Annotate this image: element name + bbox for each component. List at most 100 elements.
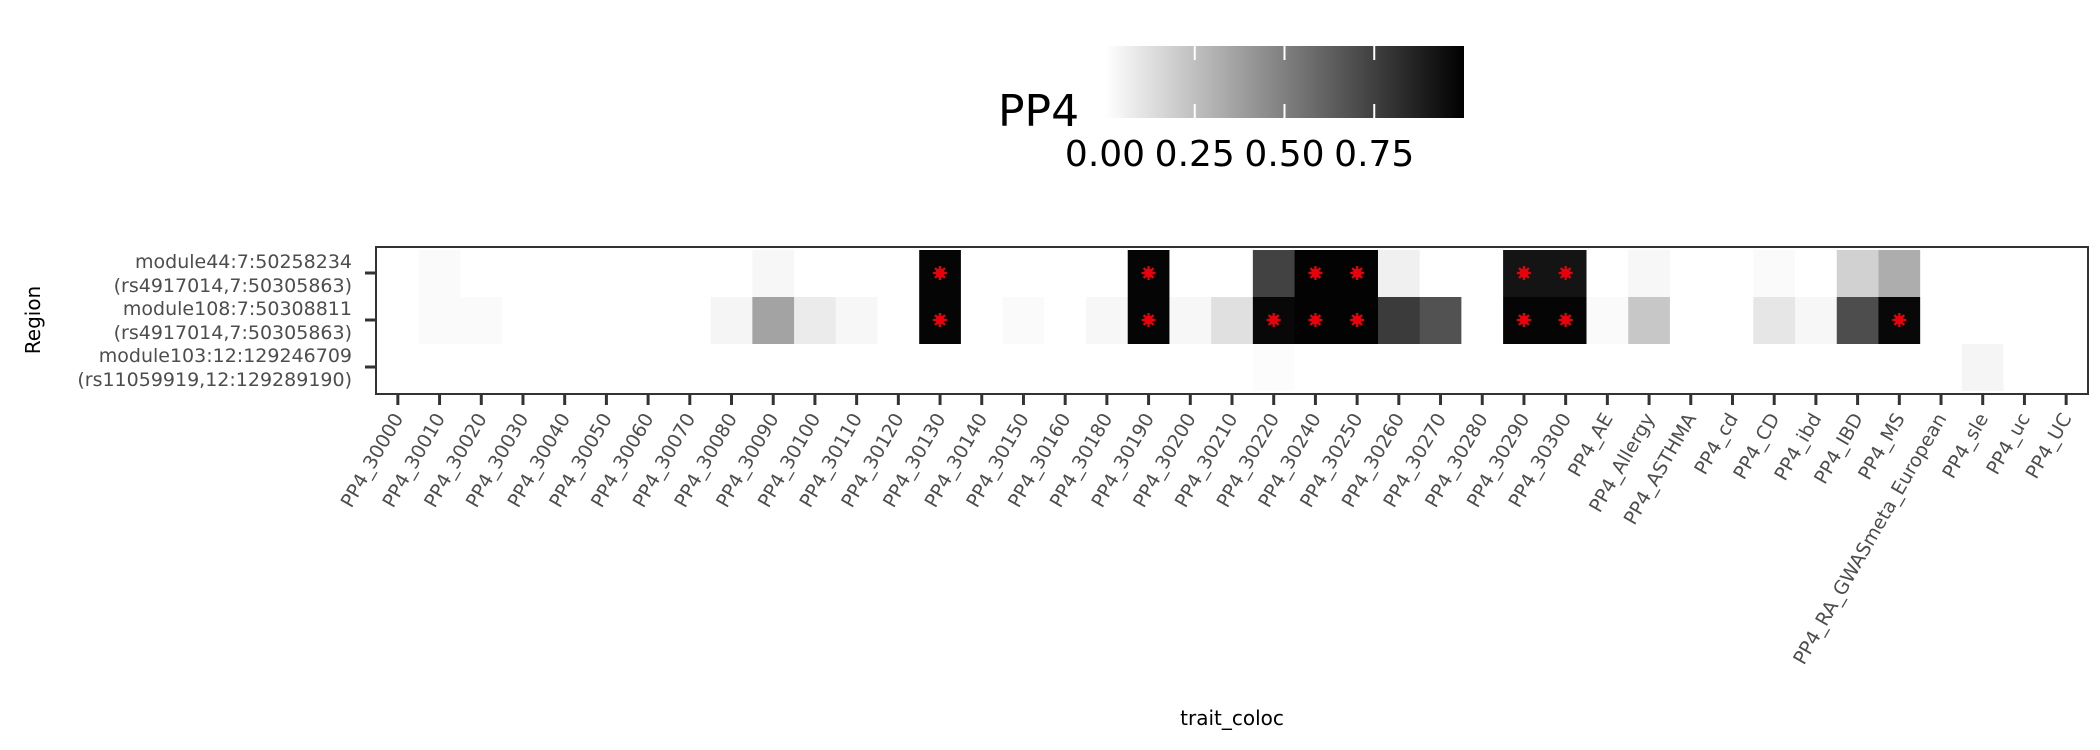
heatmap-cell <box>1377 250 1421 297</box>
heatmap-cell <box>2003 344 2046 391</box>
heatmap-cell <box>502 250 545 297</box>
heatmap-cell <box>752 297 795 344</box>
heatmap-cell <box>1628 297 1671 344</box>
heatmap-cell <box>460 344 503 391</box>
heatmap-cell <box>1795 297 1838 344</box>
heatmap-cell <box>877 297 920 344</box>
heatmap-cell <box>1252 344 1296 391</box>
heatmap-cell <box>835 344 878 391</box>
heatmap-cell <box>1628 250 1671 297</box>
significance-marker <box>1558 266 1573 280</box>
heatmap-cell <box>1961 250 2005 297</box>
heatmap-cell <box>1836 297 1879 344</box>
significance-marker <box>1308 266 1323 280</box>
heatmap-cell <box>585 250 628 297</box>
heatmap-cell <box>2045 297 2088 344</box>
significance-marker <box>933 313 948 327</box>
heatmap-cell <box>1377 344 1421 391</box>
legend-title: PP4 <box>998 86 1079 137</box>
significance-marker <box>1141 266 1156 280</box>
heatmap-cell <box>1878 344 1921 391</box>
heatmap-cell <box>1086 250 1129 297</box>
heatmap-cell <box>460 297 503 344</box>
heatmap-cell <box>752 344 795 391</box>
significance-marker <box>1266 313 1281 327</box>
heatmap-cell <box>668 250 712 297</box>
significance-marker <box>1558 313 1573 327</box>
heatmap-cell <box>960 297 1004 344</box>
heatmap-cell <box>543 297 587 344</box>
heatmap-cells <box>377 250 2088 391</box>
heatmap-cell <box>835 250 878 297</box>
legend-tick-label: 0.50 <box>1244 134 1324 175</box>
heatmap-cell <box>1169 344 1212 391</box>
heatmap-cell <box>960 250 1004 297</box>
heatmap-cell <box>1002 344 1045 391</box>
heatmap-cell <box>668 297 712 344</box>
heatmap-cell <box>710 344 753 391</box>
significance-marker <box>1892 313 1907 327</box>
heatmap-cell <box>377 344 420 391</box>
heatmap-cell <box>1377 297 1421 344</box>
y-tick-label: (rs11059919,12:129289190) <box>77 369 352 391</box>
heatmap-cell <box>1419 250 1462 297</box>
heatmap-cell <box>1669 250 1713 297</box>
heatmap-cell <box>1086 344 1129 391</box>
heatmap-cell <box>668 344 712 391</box>
heatmap-cell <box>710 250 753 297</box>
heatmap-cell <box>1461 344 1504 391</box>
heatmap-cell <box>1711 250 1754 297</box>
significance-marker <box>1350 266 1365 280</box>
heatmap-cell <box>1961 297 2005 344</box>
heatmap-cell <box>502 344 545 391</box>
heatmap-cell <box>627 250 670 297</box>
heatmap-cell <box>1503 344 1546 391</box>
heatmap-cell <box>1586 250 1629 297</box>
heatmap-cell <box>2003 297 2046 344</box>
heatmap-cell <box>1211 344 1254 391</box>
heatmap-cell <box>1753 250 1796 297</box>
heatmap-cell <box>1252 250 1296 297</box>
heatmap-cell <box>1836 344 1879 391</box>
heatmap-cell <box>627 297 670 344</box>
heatmap-cell <box>418 250 461 297</box>
heatmap-cell <box>710 297 753 344</box>
heatmap-cell <box>1920 297 1963 344</box>
heatmap-cell <box>752 250 795 297</box>
heatmap-cell <box>1419 297 1462 344</box>
heatmap-cell <box>1795 250 1838 297</box>
heatmap-cell <box>1211 297 1254 344</box>
heatmap-cell <box>794 297 837 344</box>
y-axis-title: Region <box>21 286 45 354</box>
heatmap-cell <box>877 250 920 297</box>
heatmap-cell <box>1711 344 1754 391</box>
heatmap-cell <box>1461 297 1504 344</box>
heatmap-cell <box>2003 250 2046 297</box>
heatmap-cell <box>2045 344 2088 391</box>
x-axis-title: trait_coloc <box>1180 706 1284 730</box>
heatmap-cell <box>1753 344 1796 391</box>
heatmap-cell <box>1878 250 1921 297</box>
significance-marker <box>1350 313 1365 327</box>
heatmap-cell <box>1836 250 1879 297</box>
heatmap-cell <box>460 250 503 297</box>
x-axis: PP4_30000PP4_30010PP4_30020PP4_30030PP4_… <box>337 394 2076 668</box>
significance-marker <box>933 266 948 280</box>
heatmap-cell <box>1211 250 1254 297</box>
y-tick-label: (rs4917014,7:50305863) <box>114 275 352 297</box>
heatmap-cell <box>1586 297 1629 344</box>
heatmap-cell <box>1795 344 1838 391</box>
significance-marker <box>1308 313 1323 327</box>
heatmap-cell <box>377 250 420 297</box>
heatmap-cell <box>1169 250 1212 297</box>
legend-tick-label: 0.75 <box>1334 134 1414 175</box>
heatmap-cell <box>585 344 628 391</box>
heatmap-cell <box>1961 344 2005 391</box>
heatmap-cell <box>794 344 837 391</box>
heatmap-cell <box>1044 344 1087 391</box>
significance-marker <box>1516 313 1531 327</box>
heatmap-cell <box>585 297 628 344</box>
heatmap-cell <box>377 297 420 344</box>
heatmap-cell <box>418 344 461 391</box>
